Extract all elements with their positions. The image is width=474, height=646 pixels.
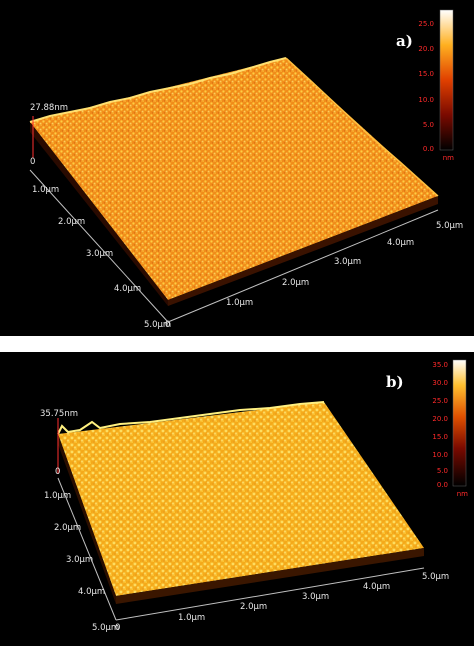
scale-tick-a-1: 25.0 — [418, 20, 434, 28]
y-tick-b-3: 3.0µm — [66, 555, 93, 565]
x-tick-a-4: 4.0µm — [387, 238, 414, 248]
z-zero-label-a: 0 — [30, 157, 35, 167]
scale-tick-b-8: 0.0 — [437, 481, 448, 489]
scale-tick-b-7: 5.0 — [437, 467, 448, 475]
afm-surface-a-left-wall — [30, 122, 168, 306]
z-zero-label-b: 0 — [55, 467, 60, 477]
scale-tick-b-6: 10.0 — [432, 451, 448, 459]
afm-surface-b-right-wall — [116, 548, 424, 604]
y-tick-b-1: 1.0µm — [44, 491, 71, 501]
y-axis-b — [57, 477, 117, 621]
afm-plot-a: 27.88nm 0 1.0µm 2.0µm 3.0µm 4.0µm 5.0µm … — [29, 9, 463, 330]
x-tick-b-4: 4.0µm — [363, 582, 390, 592]
y-tick-a-1: 1.0µm — [32, 185, 59, 195]
scale-unit-a: nm — [443, 154, 454, 162]
y-tick-a-3: 3.0µm — [86, 249, 113, 259]
x-axis-b — [115, 567, 425, 621]
color-scale-bar-b — [452, 359, 467, 487]
y-tick-a-4: 4.0µm — [114, 284, 141, 294]
scale-tick-a-3: 15.0 — [418, 70, 434, 78]
afm-surface-b-left-wall — [58, 434, 116, 604]
z-max-label-a: 27.88nm — [30, 103, 68, 113]
afm-plot-b: 35.75nm 0 1.0µm 2.0µm 3.0µm 4.0µm 5.0µm … — [40, 359, 468, 633]
scale-tick-b-5: 15.0 — [432, 433, 448, 441]
scale-tick-a-2: 20.0 — [418, 45, 434, 53]
afm-surface-a — [30, 58, 438, 300]
scale-tick-a-6: 0.0 — [423, 145, 434, 153]
panel-tag-a: a) — [396, 32, 413, 50]
scale-unit-b: nm — [457, 490, 468, 498]
x-tick-a-3: 3.0µm — [334, 257, 361, 267]
x-tick-a-5: 5.0µm — [436, 221, 463, 231]
y-tick-a-2: 2.0µm — [58, 217, 85, 227]
x-tick-a-2: 2.0µm — [282, 278, 309, 288]
afm-surface-a-right-wall — [168, 196, 438, 306]
scale-tick-b-1: 35.0 — [432, 361, 448, 369]
y-tick-b-5: 5.0µm — [92, 623, 119, 633]
panel-tag-b: b) — [386, 373, 404, 391]
x-tick-b-5: 5.0µm — [422, 572, 449, 582]
afm-panel-b: 35.75nm 0 1.0µm 2.0µm 3.0µm 4.0µm 5.0µm … — [0, 352, 474, 646]
scale-tick-b-2: 30.0 — [432, 379, 448, 387]
y-axis-a — [29, 169, 169, 323]
color-scale-bar-a — [439, 9, 454, 151]
afm-panel-a: 27.88nm 0 1.0µm 2.0µm 3.0µm 4.0µm 5.0µm … — [0, 0, 474, 336]
afm-surface-b — [58, 402, 424, 596]
scale-tick-a-4: 10.0 — [418, 96, 434, 104]
y-tick-a-5: 5.0µm — [144, 320, 171, 330]
y-tick-b-2: 2.0µm — [54, 523, 81, 533]
z-max-label-b: 35.75nm — [40, 409, 78, 419]
x-tick-b-2: 2.0µm — [240, 602, 267, 612]
x-axis-a — [167, 209, 439, 323]
origin-label-b: 0 — [115, 623, 120, 633]
x-tick-b-3: 3.0µm — [302, 592, 329, 602]
afm-surface-b-ridge — [57, 401, 325, 435]
afm-surface-a-right-ridge — [285, 57, 439, 197]
scale-tick-b-4: 20.0 — [432, 415, 448, 423]
x-tick-a-1: 1.0µm — [226, 298, 253, 308]
afm-surface-a-ridge — [29, 57, 287, 123]
y-tick-b-4: 4.0µm — [78, 587, 105, 597]
scale-tick-b-3: 25.0 — [432, 397, 448, 405]
origin-label-a: 0 — [165, 320, 170, 330]
x-tick-b-1: 1.0µm — [178, 613, 205, 623]
scale-tick-a-5: 5.0 — [423, 121, 434, 129]
